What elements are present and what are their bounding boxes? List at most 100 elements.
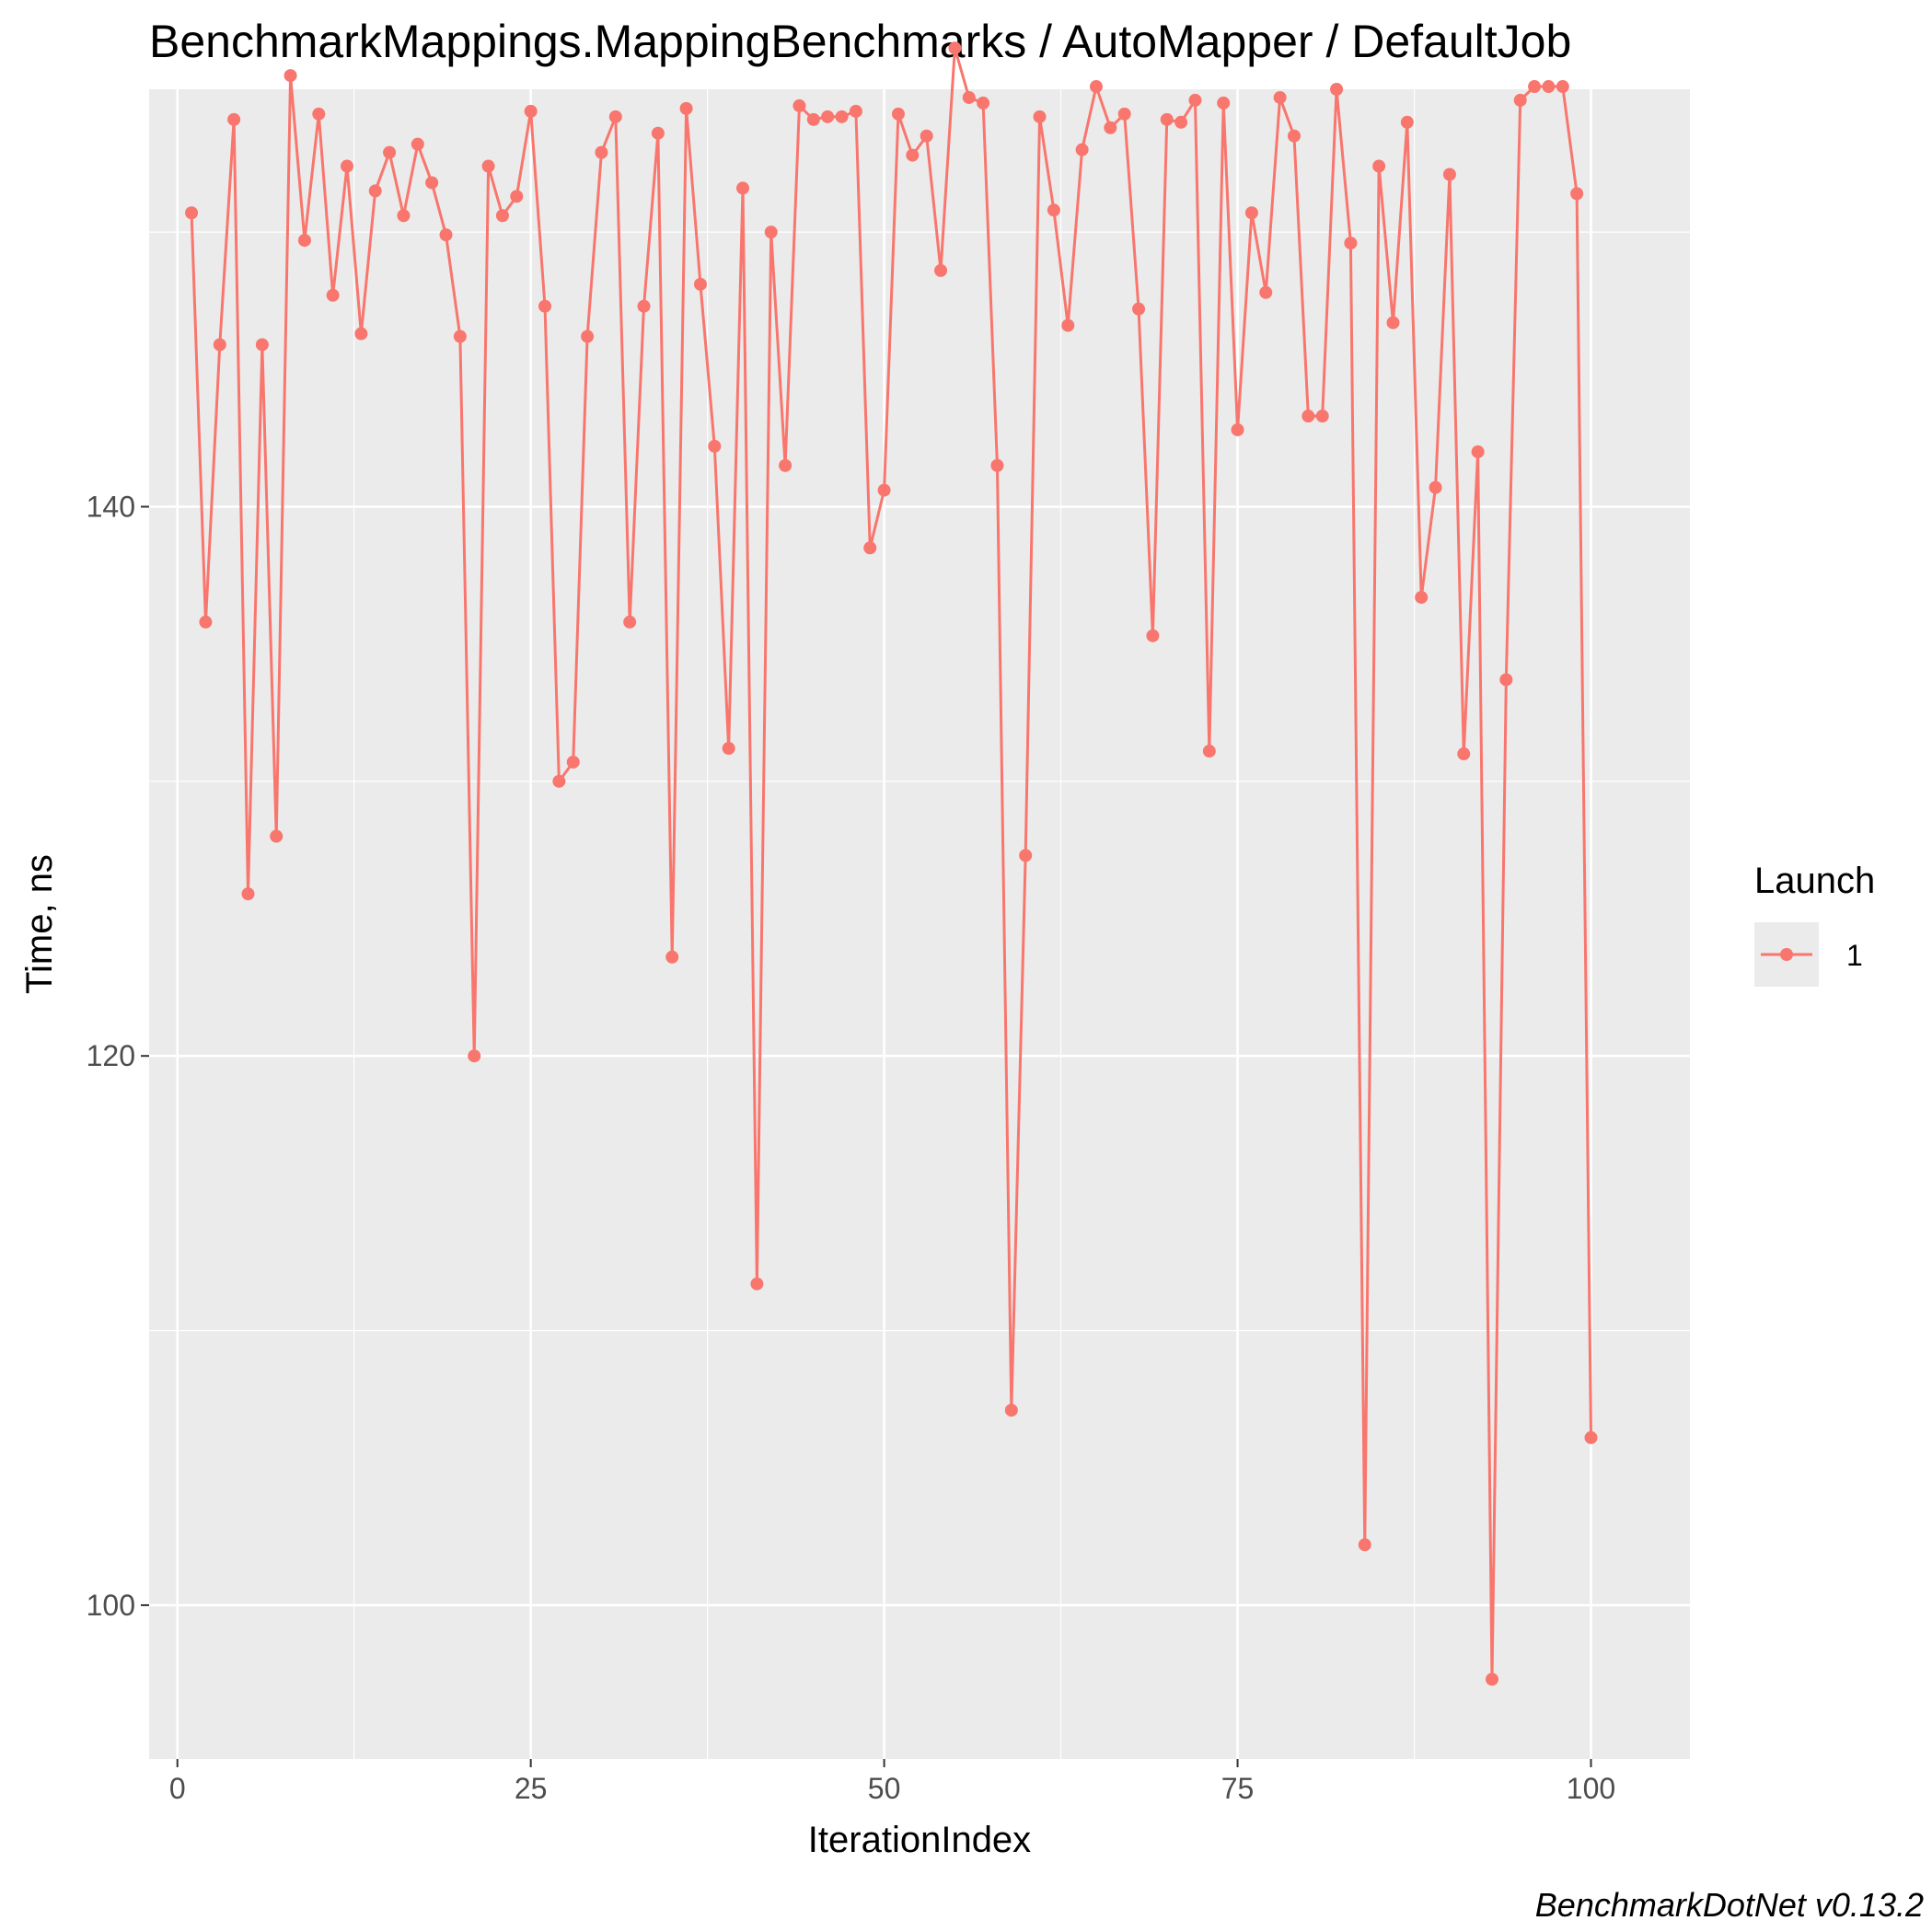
y-tick-label: 120 (87, 1039, 135, 1072)
data-point (1556, 80, 1569, 94)
data-point (552, 774, 566, 788)
data-point (1019, 849, 1033, 862)
legend: Launch 1 (1754, 861, 1875, 987)
data-point (1499, 673, 1513, 687)
data-point (1244, 206, 1258, 220)
data-point (1217, 96, 1231, 110)
data-point (863, 541, 877, 555)
data-point (1231, 422, 1244, 436)
data-point (1146, 629, 1160, 642)
data-point (368, 184, 382, 198)
legend-key-point (1780, 948, 1793, 961)
plot-panel (149, 89, 1690, 1759)
data-point (283, 69, 297, 83)
data-point (821, 110, 835, 123)
data-point (270, 829, 283, 843)
y-tick-label: 140 (87, 491, 135, 524)
data-point (891, 107, 905, 121)
data-point (341, 159, 354, 173)
data-point (877, 483, 891, 497)
data-point (199, 615, 213, 629)
data-point (1188, 93, 1202, 107)
data-point (1061, 318, 1075, 332)
data-point (1485, 1672, 1498, 1686)
data-point (977, 96, 990, 110)
data-point (764, 226, 778, 239)
data-point (439, 228, 453, 242)
data-point (1528, 80, 1542, 94)
data-point (297, 234, 311, 248)
data-point (637, 299, 651, 313)
x-tick-label: 50 (868, 1772, 901, 1805)
data-point (1442, 168, 1456, 181)
data-point (1047, 203, 1060, 217)
data-point (1415, 590, 1429, 604)
data-point (651, 126, 665, 140)
data-point (906, 148, 920, 162)
data-point (736, 181, 750, 195)
data-point (453, 330, 467, 343)
data-point (1202, 745, 1216, 758)
data-point (538, 299, 552, 313)
data-point (948, 41, 962, 55)
axis-ticks: 0 25 50 75 100 100 120 140 (87, 491, 1616, 1806)
data-point (1429, 480, 1442, 494)
data-point (1400, 115, 1414, 129)
data-point (566, 755, 580, 769)
data-point (1117, 107, 1131, 121)
data-point (1542, 80, 1556, 94)
data-point (708, 439, 722, 453)
data-point (312, 107, 326, 121)
series-line (190, 46, 1592, 1681)
data-point (425, 176, 439, 190)
data-point (1004, 1404, 1018, 1417)
data-point (326, 288, 340, 302)
x-tick-label: 75 (1221, 1772, 1255, 1805)
x-axis-title: IterationIndex (808, 1820, 1031, 1860)
data-point (693, 277, 707, 291)
data-point (1287, 129, 1301, 143)
data-point (397, 209, 411, 223)
data-point (524, 104, 538, 118)
data-point (1104, 121, 1117, 134)
data-point (1174, 115, 1188, 129)
data-point (255, 338, 269, 352)
data-point (595, 145, 608, 159)
data-point (990, 458, 1004, 472)
data-point (1457, 747, 1471, 761)
data-point (934, 263, 948, 277)
data-point (665, 950, 679, 964)
x-tick-label: 0 (169, 1772, 186, 1805)
data-point (962, 90, 976, 104)
data-point (1033, 110, 1047, 123)
x-tick-label: 100 (1567, 1772, 1615, 1805)
data-point (481, 159, 495, 173)
data-point (608, 110, 622, 123)
legend-label: 1 (1846, 939, 1863, 972)
data-point (383, 145, 397, 159)
series-group (185, 41, 1598, 1686)
data-point (185, 206, 199, 220)
data-point (750, 1277, 764, 1290)
x-tick-label: 25 (515, 1772, 548, 1805)
data-point (1344, 237, 1358, 250)
data-point (849, 104, 862, 118)
data-point (1358, 1538, 1371, 1552)
data-point (1471, 445, 1485, 458)
caption: BenchmarkDotNet v0.13.2 (1535, 1886, 1924, 1924)
data-point (835, 110, 849, 123)
y-tick-label: 100 (87, 1589, 135, 1622)
data-point (510, 190, 524, 203)
y-axis-title: Time, ns (19, 854, 60, 994)
data-point (1160, 112, 1174, 126)
data-point (779, 458, 792, 472)
data-point (1372, 159, 1386, 173)
data-point (1315, 410, 1329, 423)
data-point (1570, 187, 1584, 201)
data-point (623, 615, 637, 629)
data-point (1259, 285, 1273, 299)
data-point (227, 112, 241, 126)
data-point (1386, 316, 1400, 330)
data-point (1089, 80, 1103, 94)
